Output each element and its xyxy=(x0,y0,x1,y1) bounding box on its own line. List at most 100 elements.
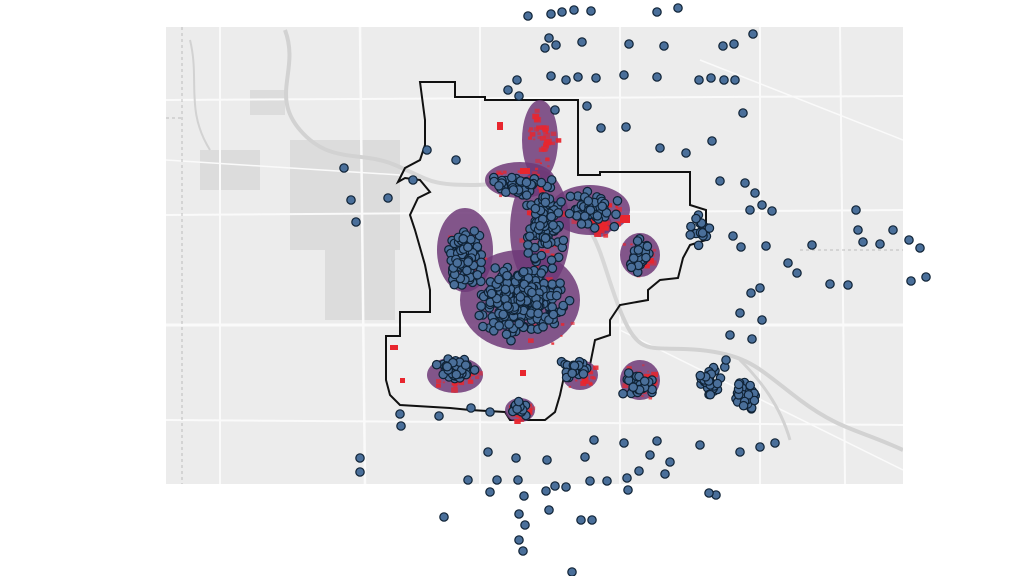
location-point[interactable] xyxy=(730,75,740,85)
location-point[interactable] xyxy=(460,360,471,370)
location-point[interactable] xyxy=(673,3,683,13)
location-point[interactable] xyxy=(735,447,745,457)
location-point[interactable] xyxy=(514,535,524,545)
location-point[interactable] xyxy=(542,455,552,465)
location-point[interactable] xyxy=(749,395,760,406)
location-point[interactable] xyxy=(556,197,566,207)
location-point[interactable] xyxy=(621,122,631,132)
location-point[interactable] xyxy=(535,221,545,231)
location-point[interactable] xyxy=(550,105,560,115)
location-point[interactable] xyxy=(569,5,579,15)
location-point[interactable] xyxy=(585,476,595,486)
location-point[interactable] xyxy=(580,452,590,462)
location-point[interactable] xyxy=(704,223,715,233)
location-point[interactable] xyxy=(466,234,476,245)
location-point[interactable] xyxy=(719,75,729,85)
location-point[interactable] xyxy=(750,188,760,198)
location-point[interactable] xyxy=(825,279,835,289)
location-point[interactable] xyxy=(619,70,629,80)
location-point[interactable] xyxy=(704,488,714,498)
location-point[interactable] xyxy=(592,211,603,221)
location-point[interactable] xyxy=(555,278,565,288)
location-point[interactable] xyxy=(858,237,868,247)
location-point[interactable] xyxy=(396,421,406,431)
location-point[interactable] xyxy=(609,221,620,232)
location-point[interactable] xyxy=(519,491,529,501)
location-point[interactable] xyxy=(634,466,644,476)
location-point[interactable] xyxy=(697,228,708,238)
location-point[interactable] xyxy=(578,369,589,379)
location-point[interactable] xyxy=(628,253,639,264)
location-point[interactable] xyxy=(523,240,533,250)
location-point[interactable] xyxy=(589,223,600,233)
location-point[interactable] xyxy=(474,310,484,321)
location-point[interactable] xyxy=(735,308,745,318)
location-point[interactable] xyxy=(395,409,405,419)
location-point[interactable] xyxy=(551,40,561,50)
location-point[interactable] xyxy=(512,75,522,85)
location-point[interactable] xyxy=(536,177,547,188)
location-point[interactable] xyxy=(564,295,575,306)
location-point[interactable] xyxy=(725,330,735,340)
location-point[interactable] xyxy=(738,400,749,411)
location-point[interactable] xyxy=(476,301,486,311)
location-point[interactable] xyxy=(548,220,558,230)
location-point[interactable] xyxy=(591,73,601,83)
location-point[interactable] xyxy=(888,225,898,235)
location-point[interactable] xyxy=(541,486,551,496)
location-point[interactable] xyxy=(346,195,356,205)
location-point[interactable] xyxy=(875,239,885,249)
location-point[interactable] xyxy=(547,263,558,274)
location-point[interactable] xyxy=(693,240,704,251)
location-point[interactable] xyxy=(587,515,597,525)
location-point[interactable] xyxy=(544,33,554,43)
location-point[interactable] xyxy=(626,262,637,273)
location-point[interactable] xyxy=(502,301,513,311)
location-point[interactable] xyxy=(659,41,669,51)
location-point[interactable] xyxy=(761,241,771,251)
location-point[interactable] xyxy=(652,7,662,17)
location-point[interactable] xyxy=(715,176,725,186)
location-point[interactable] xyxy=(506,172,517,183)
location-point[interactable] xyxy=(596,123,606,133)
location-point[interactable] xyxy=(462,265,472,276)
location-point[interactable] xyxy=(748,29,758,39)
location-point[interactable] xyxy=(706,73,716,83)
location-point[interactable] xyxy=(655,143,665,153)
location-point[interactable] xyxy=(553,208,564,218)
location-point[interactable] xyxy=(434,411,444,421)
location-point[interactable] xyxy=(691,213,701,224)
location-point[interactable] xyxy=(921,272,931,282)
location-point[interactable] xyxy=(694,75,704,85)
location-point[interactable] xyxy=(458,234,468,244)
location-point[interactable] xyxy=(770,438,780,448)
location-point[interactable] xyxy=(695,440,705,450)
location-point[interactable] xyxy=(738,108,748,118)
location-point[interactable] xyxy=(514,91,524,101)
location-point[interactable] xyxy=(565,191,576,202)
location-point[interactable] xyxy=(485,487,495,497)
location-point[interactable] xyxy=(490,263,500,273)
location-point[interactable] xyxy=(746,288,756,298)
location-point[interactable] xyxy=(500,284,511,295)
location-point[interactable] xyxy=(712,378,723,389)
location-point[interactable] xyxy=(408,175,418,185)
location-point[interactable] xyxy=(518,546,528,556)
location-point[interactable] xyxy=(511,453,521,463)
location-point[interactable] xyxy=(851,205,861,215)
location-point[interactable] xyxy=(513,396,524,407)
location-point[interactable] xyxy=(449,279,460,290)
location-point[interactable] xyxy=(755,283,765,293)
location-point[interactable] xyxy=(486,288,497,299)
location-point[interactable] xyxy=(728,231,738,241)
location-point[interactable] xyxy=(582,101,592,111)
location-point[interactable] xyxy=(686,221,696,232)
location-point[interactable] xyxy=(705,389,716,400)
location-point[interactable] xyxy=(618,388,628,399)
location-point[interactable] xyxy=(622,473,632,483)
location-point[interactable] xyxy=(623,485,633,495)
location-point[interactable] xyxy=(645,450,655,460)
location-point[interactable] xyxy=(906,276,916,286)
location-point[interactable] xyxy=(463,475,473,485)
location-point[interactable] xyxy=(451,155,461,165)
